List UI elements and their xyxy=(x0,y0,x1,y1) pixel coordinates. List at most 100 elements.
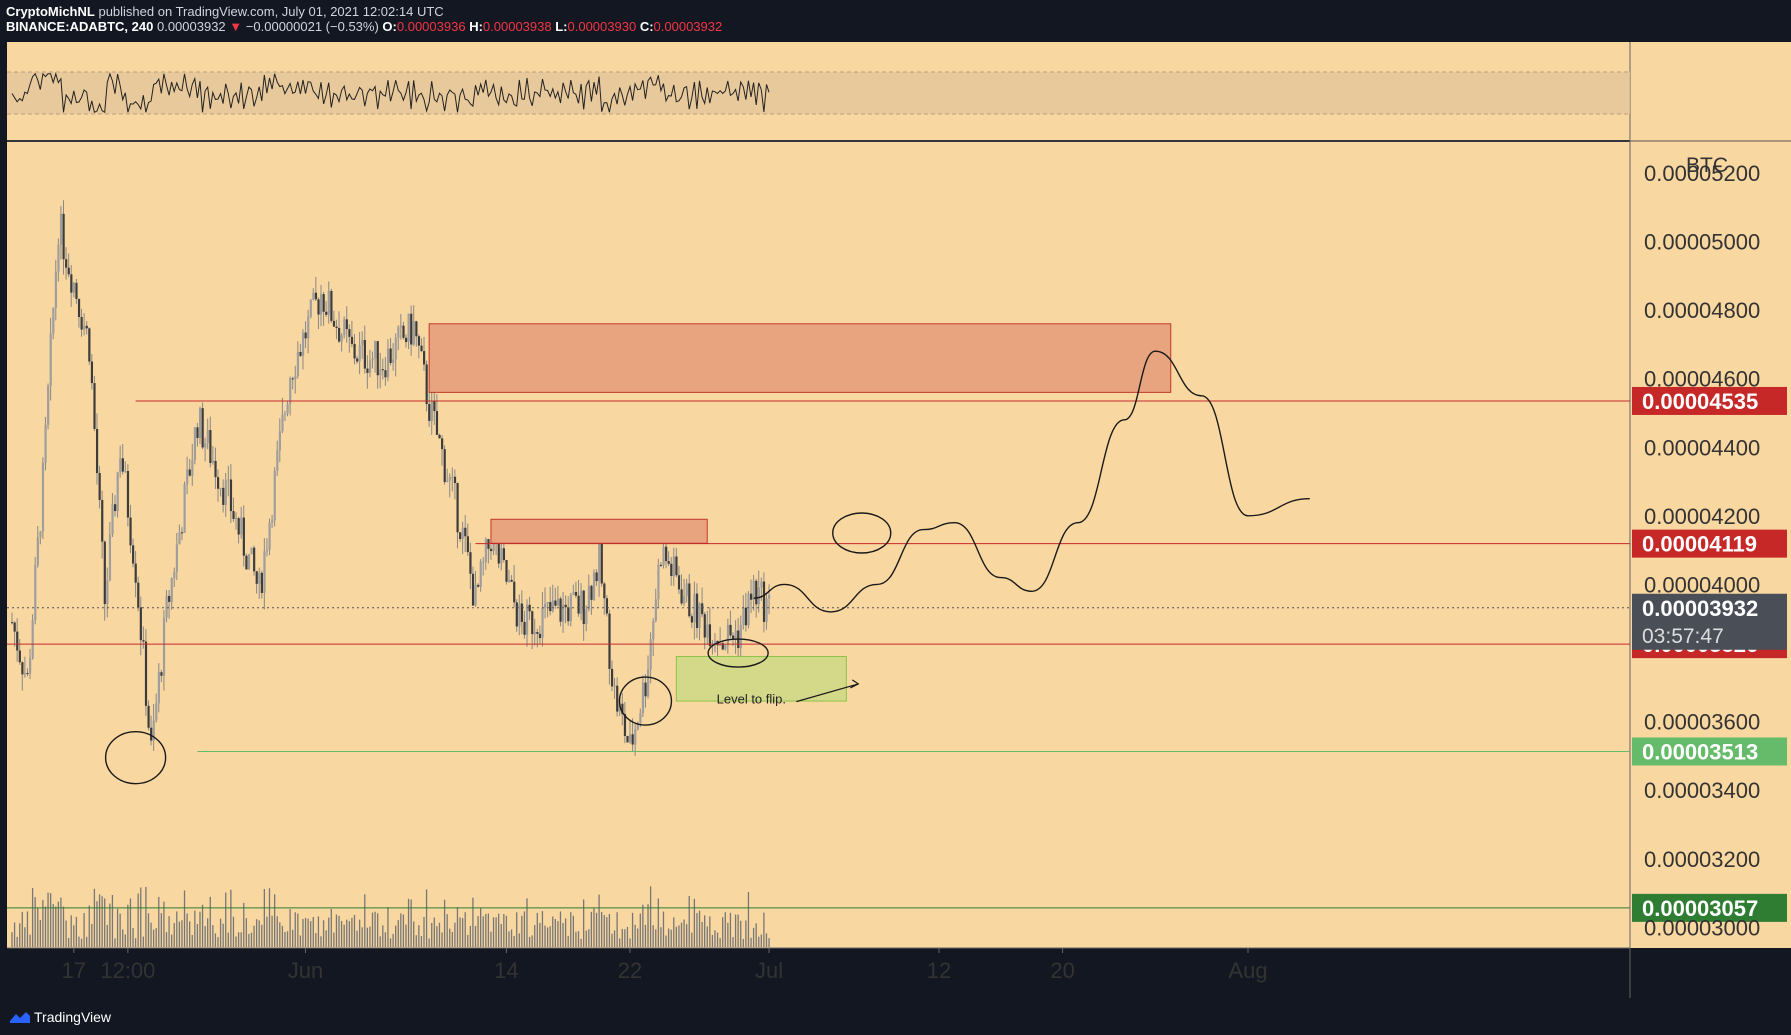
candle-body xyxy=(448,476,451,481)
author-name[interactable]: CryptoMichNL xyxy=(6,4,95,19)
candle-body xyxy=(752,580,755,600)
candle-body xyxy=(137,582,140,608)
candle-body xyxy=(402,325,405,338)
open-value: 0.00003936 xyxy=(396,19,466,34)
candle-body xyxy=(245,555,248,570)
x-tick-label: 12:00 xyxy=(100,958,155,983)
supply-zone-1[interactable] xyxy=(490,518,708,544)
candle-body xyxy=(701,603,704,615)
price-chart[interactable]: 0.000045350.000041190.000038260.00003513… xyxy=(0,0,1791,1000)
candle-body xyxy=(670,563,673,577)
candle-body xyxy=(533,632,536,635)
candle-body xyxy=(124,471,127,473)
candle-body xyxy=(438,434,441,439)
candle-body xyxy=(237,518,240,535)
last-price: 0.00003932 xyxy=(156,19,226,34)
hand-drawn-circle-1[interactable] xyxy=(618,676,673,726)
candle-body xyxy=(368,360,372,373)
candle-body xyxy=(371,358,374,361)
candle-body xyxy=(312,292,315,300)
candle-body xyxy=(616,685,619,712)
candle-body xyxy=(191,460,194,476)
candle-body xyxy=(729,624,732,636)
candle-body xyxy=(317,299,320,315)
candle-body xyxy=(348,329,351,337)
candle-body xyxy=(634,729,637,745)
candle-body xyxy=(587,585,590,610)
candle-body xyxy=(626,735,629,743)
candle-body xyxy=(170,578,173,602)
candle-body xyxy=(441,438,444,450)
candle-body xyxy=(559,598,562,622)
tradingview-logo-icon[interactable] xyxy=(8,1009,32,1025)
price-axis-background xyxy=(1630,42,1791,948)
candle-body xyxy=(665,546,668,562)
candle-body xyxy=(404,337,408,342)
y-tick-label: 0.00003600 xyxy=(1644,710,1760,735)
candle-body xyxy=(103,541,106,605)
down-arrow-icon: ▼ xyxy=(229,19,243,34)
candle-body xyxy=(757,587,760,605)
candle-body xyxy=(564,604,567,608)
rsi-band xyxy=(7,72,1630,114)
candle-body xyxy=(178,532,181,545)
hand-drawn-circle-3[interactable] xyxy=(832,512,892,554)
candle-body xyxy=(307,316,310,339)
candle-body xyxy=(623,713,627,736)
candle-body xyxy=(505,559,508,582)
candle-body xyxy=(157,672,160,704)
symbol-label[interactable]: BINANCE:ADABTC, 240 xyxy=(6,19,154,34)
candle-body xyxy=(610,668,614,687)
y-tick-label: 0.00005200 xyxy=(1644,161,1760,186)
y-tick-label: 0.00004400 xyxy=(1644,435,1760,460)
candle-body xyxy=(21,662,24,675)
y-tick-label: 0.00004800 xyxy=(1644,298,1760,323)
candle-body xyxy=(562,604,565,622)
candle-body xyxy=(675,556,678,576)
candle-body xyxy=(384,370,387,378)
candle-body xyxy=(67,267,70,275)
candle-body xyxy=(662,546,665,565)
candle-body xyxy=(240,517,243,535)
supply-zone-0[interactable] xyxy=(428,323,1172,393)
candle-body xyxy=(168,595,171,602)
candle-body xyxy=(497,541,500,564)
candle-body xyxy=(536,632,539,634)
candle-body xyxy=(299,352,302,356)
candle-body xyxy=(59,213,63,245)
hand-drawn-circle-0[interactable] xyxy=(104,730,167,785)
candle-body xyxy=(399,325,403,328)
candle-body xyxy=(36,537,39,566)
hand-drawn-circle-2[interactable] xyxy=(707,638,769,668)
candle-body xyxy=(410,313,413,345)
candle-body xyxy=(70,274,73,293)
candle-body xyxy=(477,584,480,587)
x-tick-label: Jun xyxy=(288,958,323,983)
candle-body xyxy=(585,609,588,625)
candle-body xyxy=(453,476,457,484)
forecast-drawing[interactable] xyxy=(753,350,1310,613)
candle-body xyxy=(286,403,289,414)
candle-body xyxy=(80,317,83,330)
candle-body xyxy=(567,607,570,622)
current-price-tag xyxy=(1632,593,1787,650)
candle-body xyxy=(152,720,155,741)
candle-body xyxy=(572,591,575,595)
candle-body xyxy=(659,564,663,566)
candle-body xyxy=(451,476,454,478)
tradingview-brand[interactable]: TradingView xyxy=(34,1009,112,1025)
candle-body xyxy=(196,427,199,439)
candle-body xyxy=(363,339,366,369)
price-level-tag-0 xyxy=(1632,386,1787,415)
price-change: −0.00000021 (−0.53%) xyxy=(245,19,379,34)
current-price-label: 0.00003932 xyxy=(1642,596,1758,621)
candle-body xyxy=(546,602,549,604)
demand-zone-2[interactable] xyxy=(675,655,847,702)
candle-body xyxy=(366,368,369,373)
candle-body xyxy=(332,320,336,327)
candle-body xyxy=(93,383,96,429)
candle-body xyxy=(667,561,670,564)
annotation-arrow xyxy=(796,679,860,703)
candle-body xyxy=(381,369,384,371)
candle-body xyxy=(57,244,60,272)
